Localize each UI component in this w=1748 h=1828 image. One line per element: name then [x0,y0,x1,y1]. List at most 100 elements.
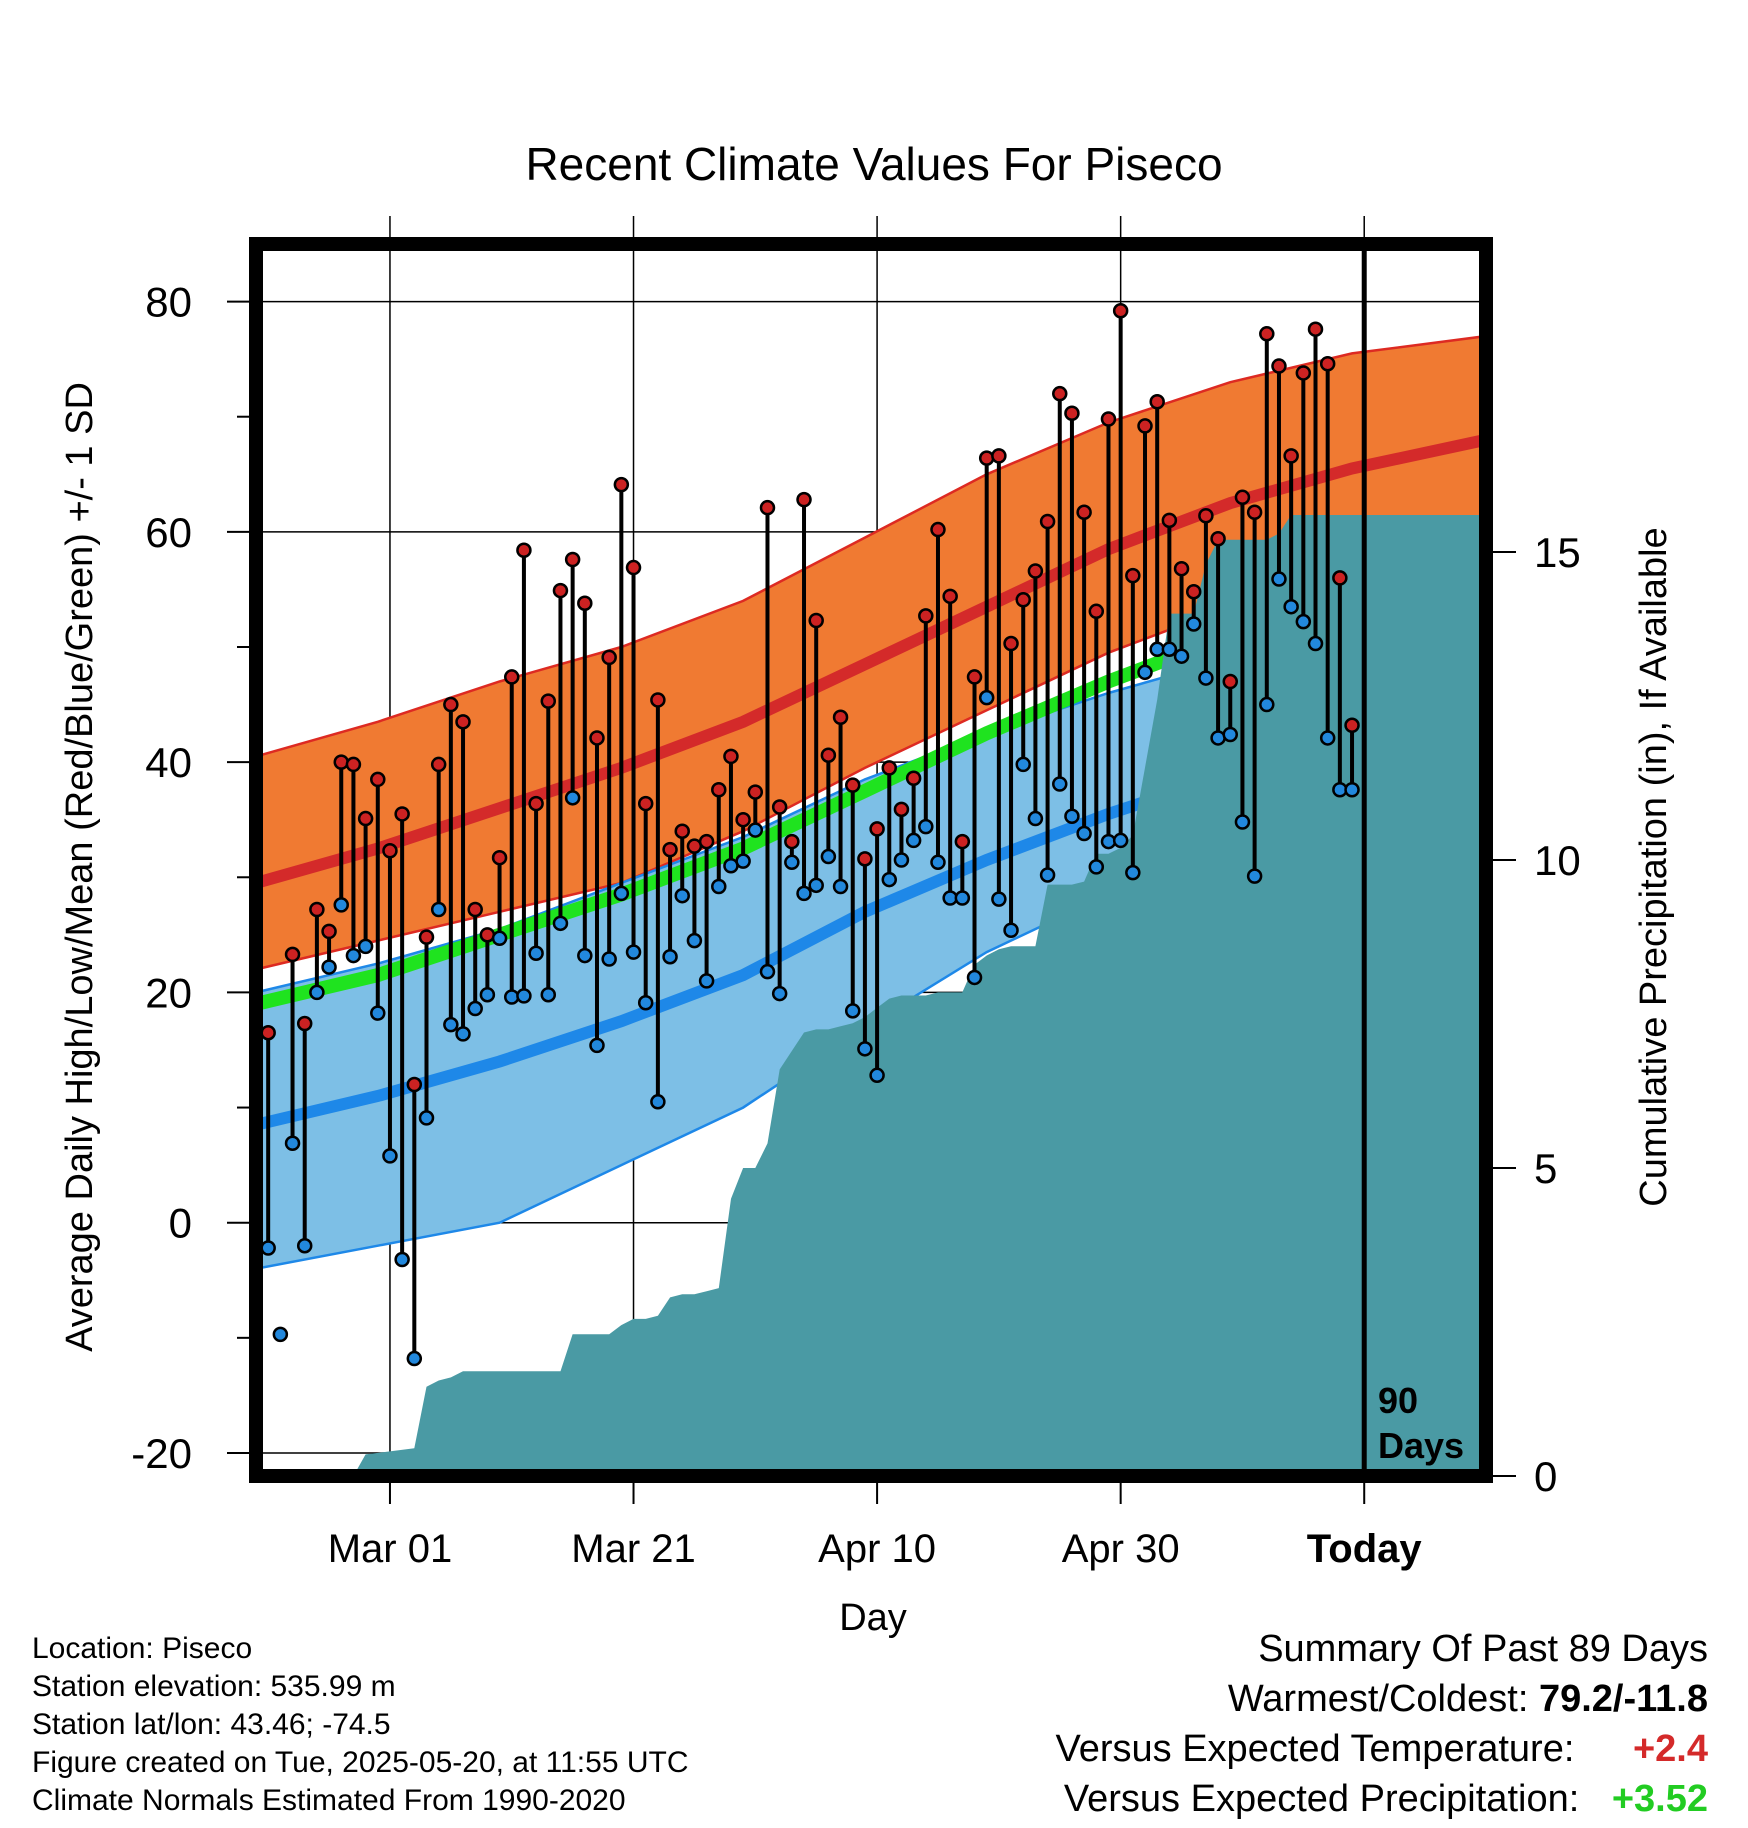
low-point [954,890,971,906]
high-point [309,901,325,918]
high-point [1088,603,1105,620]
low-point [1319,730,1336,746]
low-point [893,852,910,868]
high-normal-line [254,433,1488,889]
y-tick-label: -20 [131,1430,192,1477]
high-point [1100,411,1117,427]
high-point [333,754,349,770]
low-point [1246,868,1263,884]
normals-text: Climate Normals Estimated From 1990-2020 [32,1784,626,1817]
low-point [686,932,703,949]
x-tick-label: Apr 30 [1062,1527,1180,1571]
low-point [382,1148,398,1164]
y-tick-label: 40 [145,739,192,786]
location-text: Location: Piseco [32,1632,253,1665]
high-point [1222,673,1239,690]
low-point [711,878,727,895]
high-point [1210,531,1226,547]
high-point [954,833,971,850]
high-point [942,588,958,605]
low-point [1234,814,1251,830]
low-point [918,818,934,835]
x-axis-label: Day [839,1597,907,1639]
high-point [540,693,557,709]
low-point [1259,696,1275,713]
low-point [406,1350,423,1367]
high-point [577,595,593,611]
high-point [1027,563,1044,579]
high-point [820,747,837,763]
high-point [1234,489,1251,506]
high-point [747,784,764,800]
low-point [430,901,447,918]
low-point [1027,810,1044,827]
high-point [552,582,569,599]
low-point [528,945,544,962]
low-point [832,878,849,895]
low-point [1003,922,1019,938]
low-point [1295,613,1312,630]
low-point [905,832,922,849]
low-point [321,959,337,975]
low-point [966,969,983,986]
low-point [552,915,569,932]
low-point [674,887,690,904]
today-days-label: Days [1378,1425,1464,1466]
low-point [272,1326,289,1343]
high-point [503,669,520,685]
y-tick-label: 60 [145,509,192,556]
low-point [516,988,532,1004]
warm-cold-label: Warmest/Coldest: [1227,1678,1529,1720]
low-point [1185,616,1202,632]
high-point [1283,448,1299,464]
chart-title: Recent Climate Values For Piseco [525,138,1222,190]
high-point [467,901,483,918]
low-point [1039,867,1056,883]
high-point [394,806,410,822]
high-point [1003,635,1019,652]
high-point [637,795,654,812]
low-point [1344,782,1360,798]
high-point [406,1076,423,1093]
low-point [564,790,581,806]
low-point [1283,598,1299,615]
low-point [370,1005,386,1021]
station-info: Location: Piseco Station elevation: 535.… [32,1630,689,1820]
elevation-text: Station elevation: 535.99 m [32,1670,396,1703]
low-point [857,1041,873,1057]
plot-frame [249,237,1493,1483]
high-point [1125,567,1141,584]
high-point [418,929,435,945]
summary-heading: Summary Of Past 89 Days [1258,1628,1708,1670]
high-point [564,551,581,568]
high-point [284,946,301,963]
y-tick-label: 20 [145,969,192,1016]
high-point [966,669,983,685]
high-point [930,521,946,538]
high-point [1185,583,1202,600]
high-point [650,692,666,708]
high-point [1198,507,1214,524]
high-point [759,499,776,516]
low-point [357,938,374,955]
axes: -20 0 20 40 60 80 0 5 10 15 Mar 01 Mar 21 Apr 10 Apr … [131,279,1580,1571]
x-tick-label: Apr 10 [818,1527,936,1571]
low-point [1198,670,1214,686]
low-point [577,947,593,964]
low-point [1052,776,1068,792]
warm-cold-row: Warmest/Coldest: 79.2/-11.8 [1055,1674,1708,1724]
high-point [905,770,922,787]
low-point [930,854,946,871]
low-point [869,1067,885,1084]
low-point [978,689,995,706]
low-point [1125,864,1141,881]
high-point [345,756,362,773]
high-point [771,799,788,815]
high-point [991,448,1007,464]
low-point [455,1026,471,1042]
low-point [601,951,617,967]
precip-label: Versus Expected Precipitation: [1063,1778,1580,1820]
y2-tick-label: 5 [1534,1145,1557,1192]
high-point [881,760,898,776]
high-point [1307,321,1324,337]
